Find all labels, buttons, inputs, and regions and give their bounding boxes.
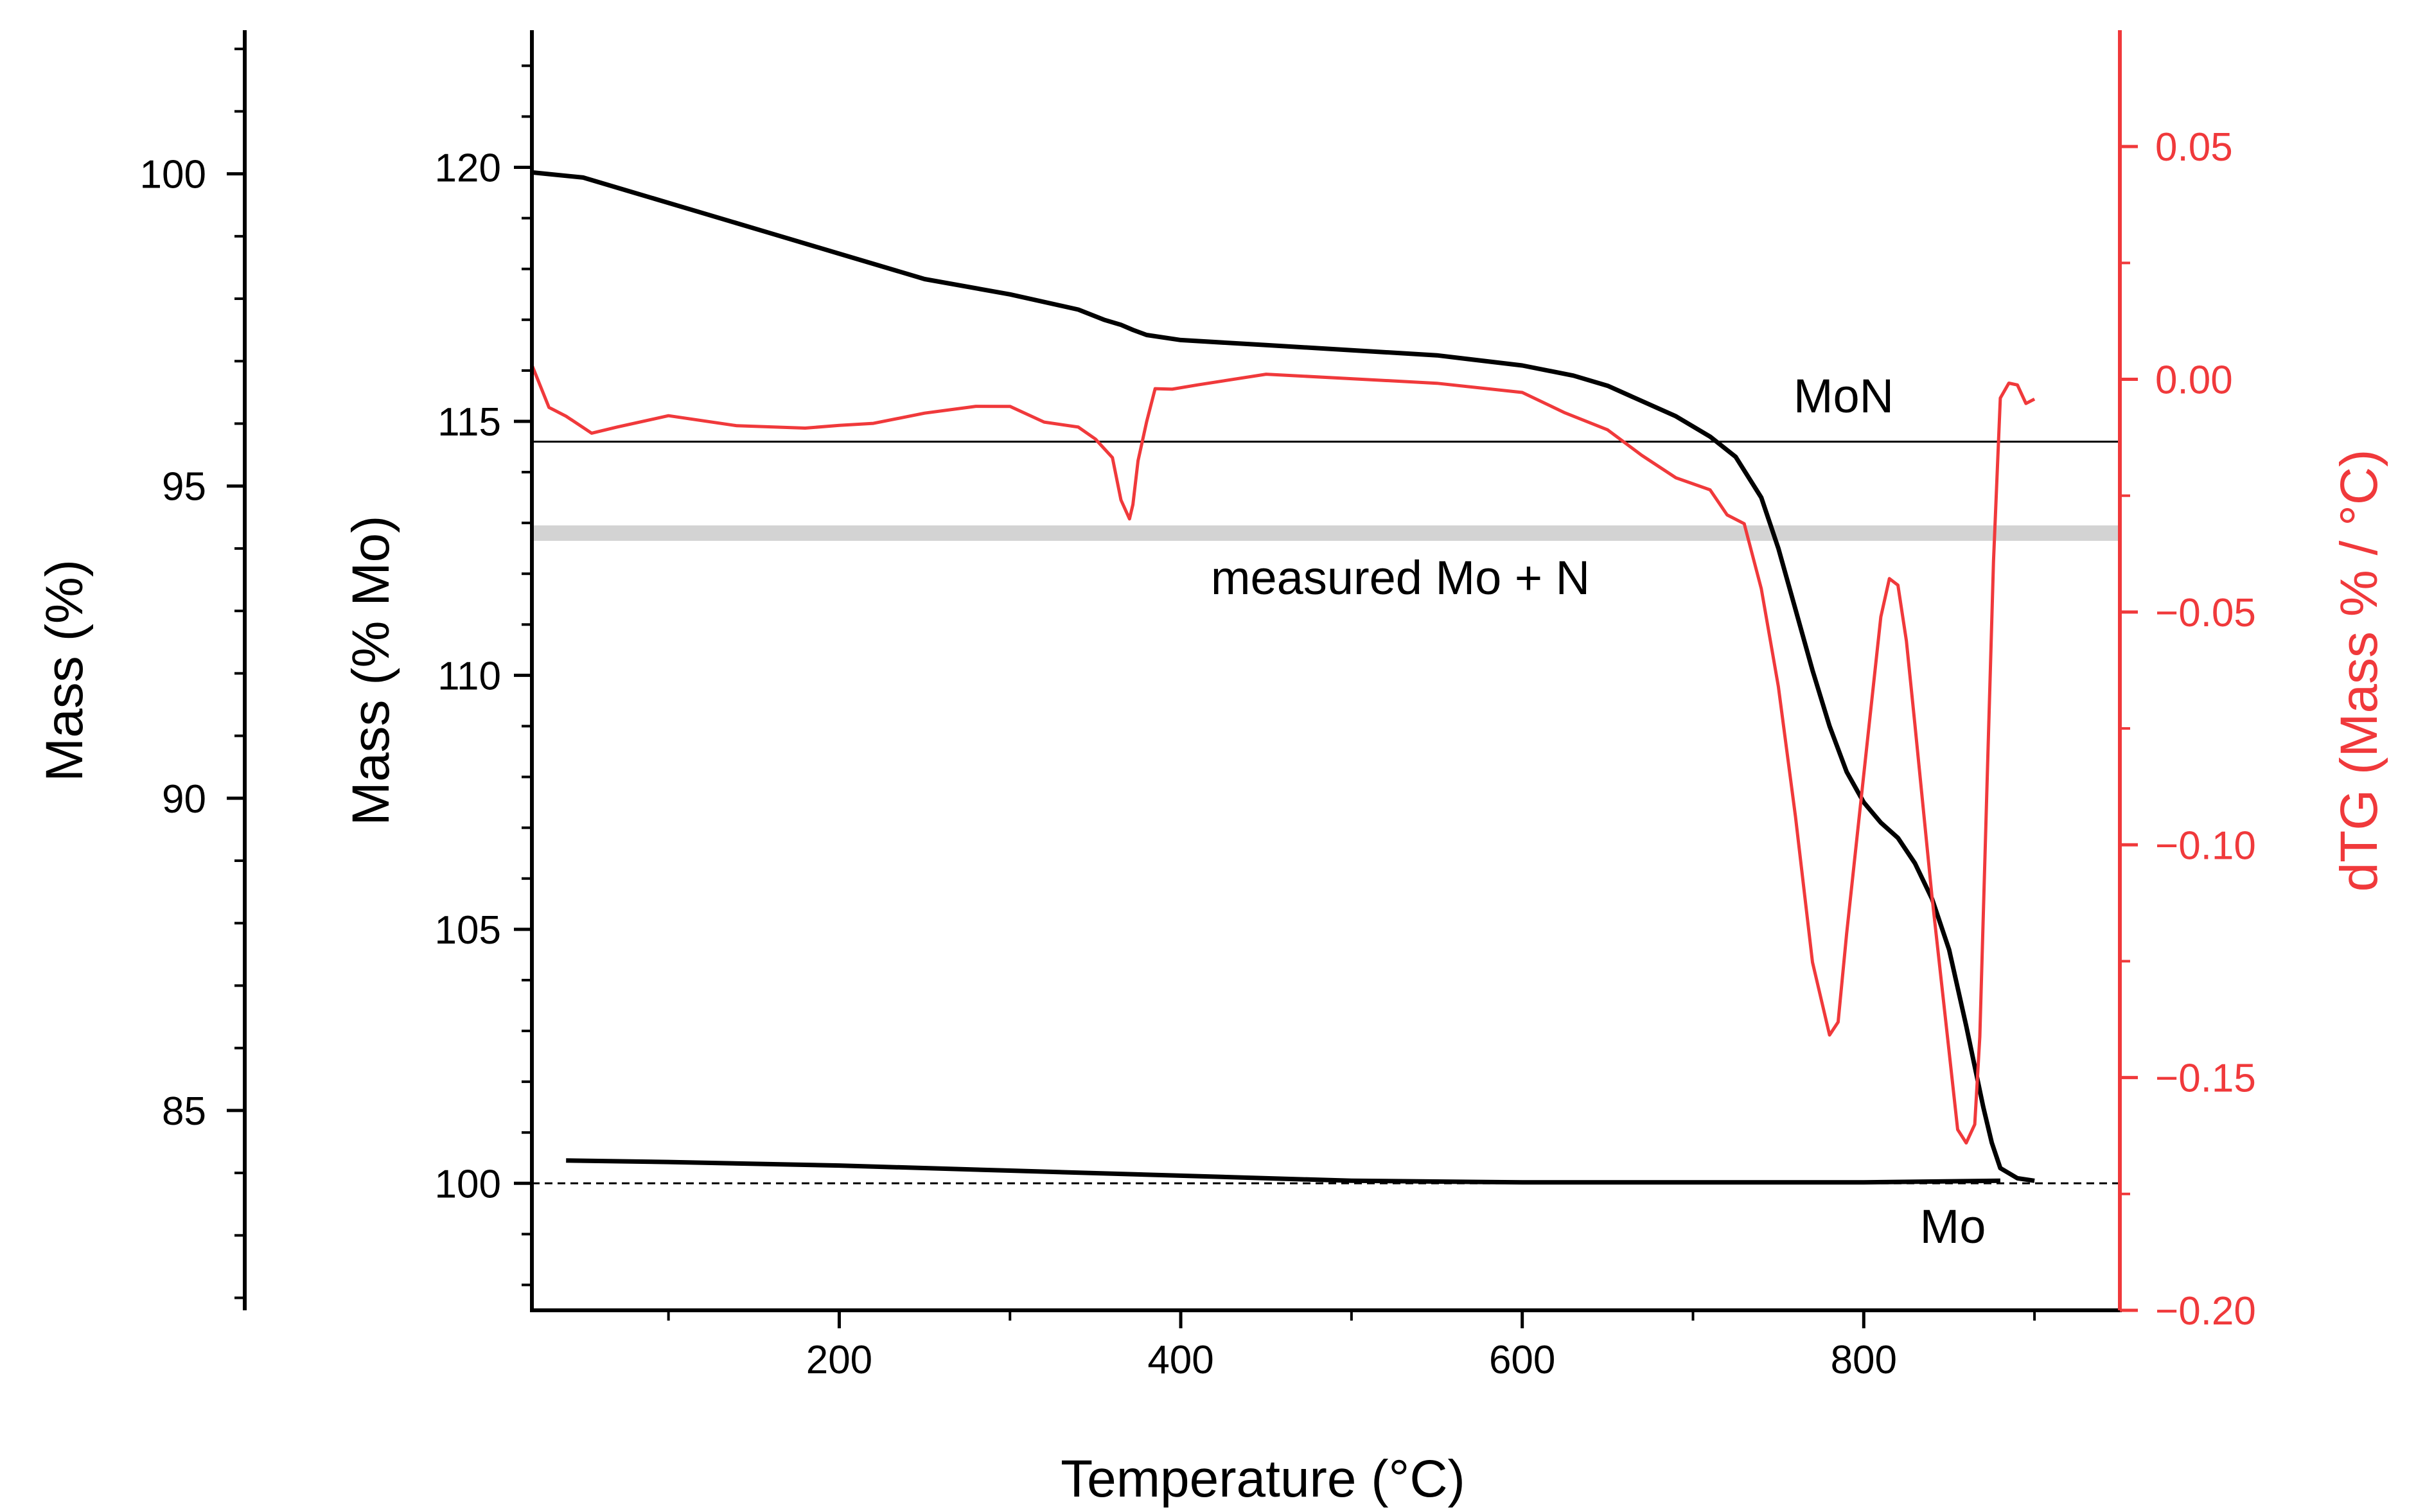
y3-axis-title: Mass (%) — [35, 559, 94, 782]
y-tick-label: 120 — [435, 146, 501, 191]
y-tick-label: 100 — [435, 1162, 501, 1206]
y2-tick-label: −0.05 — [2155, 591, 2256, 635]
y2-tick-label: 0.00 — [2155, 358, 2233, 403]
x-tick-label: 200 — [806, 1338, 872, 1382]
x-tick-label: 400 — [1147, 1338, 1213, 1382]
y-tick-label: 110 — [437, 654, 501, 698]
x-tick-label: 800 — [1831, 1338, 1897, 1382]
series-line-0 — [531, 170, 2035, 1183]
measured-band-label: measured Mo + N — [1211, 551, 1590, 604]
series-line-1 — [566, 1158, 2000, 1185]
axes: 200 400 600 800 100 105 110 115 120 100 95 90 85 0.05… — [140, 30, 2256, 1382]
y2-axis-title: dTG (Mass % / °C) — [2330, 450, 2388, 892]
y2-tick-label: −0.20 — [2155, 1289, 2256, 1333]
y3-tick-label: 90 — [162, 777, 206, 822]
plot-area: MoN measured Mo + N Mo — [530, 170, 2120, 1253]
y-tick-label: 115 — [437, 400, 501, 444]
series-line-2 — [530, 364, 2036, 1145]
y-tick-label: 105 — [435, 908, 501, 953]
y3-tick-label: 95 — [162, 465, 206, 509]
series-layer — [530, 170, 2036, 1185]
y2-tick-label: −0.10 — [2155, 823, 2256, 868]
x-axis-title: Temperature (°C) — [1061, 1450, 1465, 1508]
y2-tick-label: 0.05 — [2155, 125, 2233, 170]
y3-tick-label: 100 — [140, 153, 206, 197]
x-tick-label: 600 — [1489, 1338, 1555, 1382]
ticks-layer: 200 400 600 800 100 105 110 115 120 100 95 90 85 0.05… — [140, 48, 2256, 1382]
mon-label: MoN — [1794, 369, 1894, 423]
y2-tick-label: −0.15 — [2155, 1057, 2256, 1101]
mo-label: Mo — [1920, 1200, 1986, 1253]
y-axis-title: Mass (% Mo) — [342, 516, 400, 826]
y3-tick-label: 85 — [162, 1089, 206, 1134]
